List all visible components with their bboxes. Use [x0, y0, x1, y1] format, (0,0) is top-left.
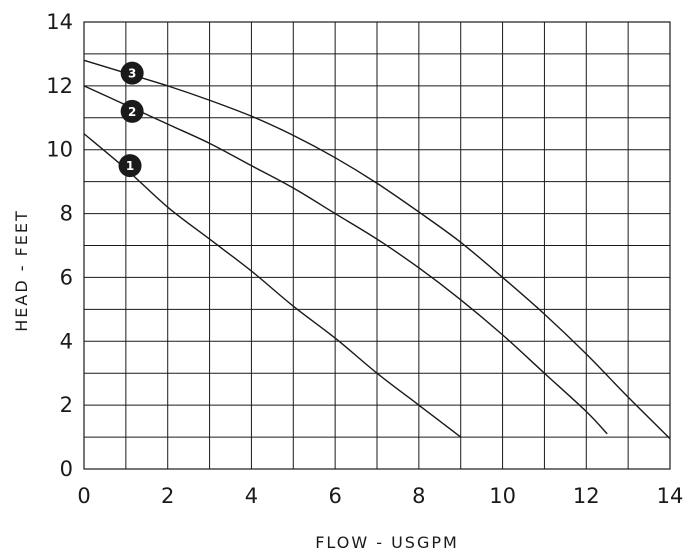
x-tick-label: 10: [489, 484, 516, 508]
y-tick-label: 10: [46, 138, 73, 162]
chart-curves: [83, 59, 671, 440]
y-tick-label: 14: [46, 10, 73, 34]
x-tick-label: 14: [657, 484, 684, 508]
curve-marker-label: 1: [126, 159, 134, 173]
curve-1: [83, 133, 462, 438]
curve-marker-1: [118, 154, 142, 178]
y-tick-label: 0: [60, 457, 73, 481]
x-tick-label: 6: [328, 484, 341, 508]
y-tick-label: 8: [60, 202, 73, 226]
y-tick-labels: 0 2 4 6 8 10 12 14: [46, 10, 73, 481]
curve-marker-label: 2: [128, 105, 136, 119]
x-tick-label: 8: [412, 484, 425, 508]
y-tick-label: 12: [46, 74, 73, 98]
y-tick-label: 6: [60, 265, 73, 289]
y-axis-label: HEAD - FEET: [12, 209, 31, 332]
x-tick-label: 12: [573, 484, 600, 508]
curve-markers: 1 2 3: [118, 61, 144, 178]
curve-2: [83, 85, 608, 435]
y-tick-label: 4: [60, 329, 73, 353]
x-tick-label: 0: [77, 484, 90, 508]
x-tick-labels: 0 2 4 6 8 10 12 14: [77, 484, 683, 508]
x-tick-label: 2: [161, 484, 174, 508]
x-tick-label: 4: [245, 484, 258, 508]
curve-marker-label: 3: [128, 67, 136, 81]
curve-marker-2: [120, 99, 144, 123]
plot-frame: [83, 21, 671, 470]
curve-3: [83, 59, 671, 440]
chart-grid: [83, 21, 671, 470]
curve-marker-3: [120, 61, 144, 85]
x-axis-label: FLOW - USGPM: [315, 533, 459, 552]
y-tick-label: 2: [60, 393, 73, 417]
